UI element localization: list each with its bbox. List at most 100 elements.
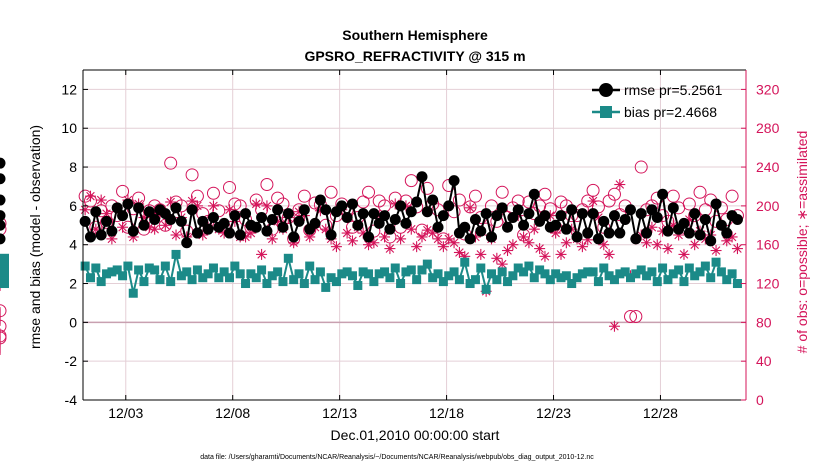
point-rmse (512, 204, 524, 216)
point-rmse (625, 204, 637, 216)
point-bias (337, 269, 347, 279)
point-bias (583, 267, 593, 277)
point-rmse (256, 212, 268, 224)
point-assimilated (534, 243, 546, 255)
point-bias (535, 265, 545, 275)
series-bias (0, 249, 742, 298)
point-bias (647, 267, 657, 277)
point-assimilated (261, 200, 273, 212)
point-bias (91, 263, 101, 273)
chart-title-line: Southern Hemisphere (342, 27, 488, 43)
point-bias (96, 277, 106, 287)
point-bias (727, 269, 737, 279)
point-rmse (432, 221, 444, 233)
point-possible (228, 197, 242, 211)
point-bias (0, 253, 9, 263)
point-possible (185, 168, 199, 182)
point-rmse (395, 200, 407, 212)
point-bias (203, 269, 213, 279)
point-assimilated (117, 221, 129, 233)
point-possible (586, 183, 600, 197)
point-rmse (411, 196, 423, 208)
x-tick-label: 12/03 (108, 405, 143, 421)
point-bias (684, 263, 694, 273)
point-bias (182, 267, 192, 277)
point-bias (241, 279, 251, 289)
point-bias (321, 282, 331, 292)
chart-title: Southern Hemisphere GPSRO_REFRACTIVITY @… (304, 27, 525, 64)
point-possible (297, 189, 311, 203)
point-bias (438, 277, 448, 287)
point-assimilated (614, 179, 626, 191)
point-rmse (101, 215, 113, 227)
point-possible (415, 223, 429, 237)
point-assimilated (437, 241, 449, 253)
legend-label-rmse: rmse pr=5.2561 (624, 82, 723, 98)
point-bias (545, 275, 555, 285)
point-rmse (298, 204, 310, 216)
point-rmse (731, 213, 743, 225)
point-bias (663, 275, 673, 285)
point-rmse (689, 208, 701, 220)
point-bias (588, 267, 598, 277)
point-rmse (117, 210, 129, 222)
point-bias (658, 263, 668, 273)
point-assimilated (170, 229, 182, 241)
point-rmse (421, 206, 433, 218)
point-bias (615, 269, 625, 279)
point-bias (187, 275, 197, 285)
point-assimilated (256, 248, 268, 260)
point-bias (668, 269, 678, 279)
y-tick-label-left: 8 (69, 159, 77, 175)
x-axis-label: Dec.01,2010 00:00:00 start (331, 427, 500, 443)
series-layer (0, 156, 744, 356)
point-possible (468, 189, 482, 203)
point-bias (556, 273, 566, 283)
point-rmse (657, 188, 669, 200)
point-possible (223, 180, 237, 194)
point-rmse (191, 227, 203, 239)
point-rmse (368, 208, 380, 220)
point-assimilated (710, 245, 722, 257)
point-rmse (598, 215, 610, 227)
point-assimilated (149, 223, 161, 235)
point-bias (358, 267, 368, 277)
y-tick-label-right: 240 (756, 159, 780, 175)
point-rmse (384, 223, 396, 235)
series-rmse (0, 157, 743, 249)
point-possible (372, 194, 386, 208)
point-possible (420, 181, 434, 195)
point-bias (604, 271, 614, 281)
axes (82, 69, 747, 401)
point-bias (716, 267, 726, 277)
point-rmse (662, 225, 674, 237)
point-rmse (282, 208, 294, 220)
point-rmse (181, 237, 193, 249)
point-bias (171, 249, 181, 259)
x-tick-label: 12/18 (429, 405, 464, 421)
point-assimilated (491, 252, 503, 264)
point-possible (463, 200, 477, 214)
point-bias (444, 271, 454, 281)
point-possible (233, 199, 247, 213)
point-rmse (0, 173, 6, 185)
point-rmse (448, 175, 460, 187)
point-possible (89, 220, 103, 234)
y-tick-label-right: 120 (756, 276, 780, 292)
point-rmse (699, 213, 711, 225)
point-rmse (469, 213, 481, 225)
point-bias (460, 257, 470, 267)
data-file-footnote: data file: /Users/gharamti/Documents/NCA… (200, 454, 594, 461)
point-assimilated (207, 200, 219, 212)
legend-marker-rmse (599, 83, 613, 97)
point-assimilated (528, 223, 540, 235)
point-rmse (437, 210, 449, 222)
point-assimilated (411, 241, 423, 253)
point-bias (492, 275, 502, 285)
point-rmse (683, 227, 695, 239)
point-bias (374, 269, 384, 279)
point-rmse (560, 223, 572, 235)
point-assimilated (464, 202, 476, 214)
y-tick-label-right: 80 (756, 314, 772, 330)
